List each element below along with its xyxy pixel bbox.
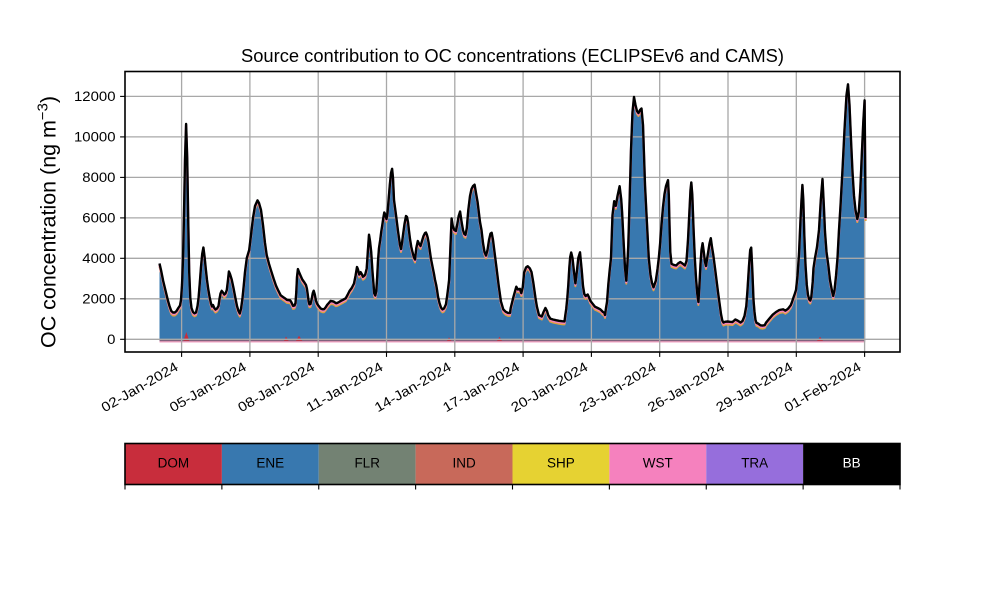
svg-text:IND: IND xyxy=(452,455,476,470)
svg-text:OC concentration (ng m−3): OC concentration (ng m−3) xyxy=(36,96,61,348)
svg-text:ENE: ENE xyxy=(256,455,284,470)
svg-text:BB: BB xyxy=(843,455,861,470)
svg-text:SHP: SHP xyxy=(547,455,575,470)
svg-text:10000: 10000 xyxy=(74,130,116,145)
svg-text:WST: WST xyxy=(643,455,673,470)
svg-text:DOM: DOM xyxy=(158,455,190,470)
svg-text:6000: 6000 xyxy=(82,211,115,226)
svg-text:4000: 4000 xyxy=(82,251,115,266)
svg-text:FLR: FLR xyxy=(354,455,380,470)
svg-text:Source contribution to OC conc: Source contribution to OC concentrations… xyxy=(241,46,784,66)
svg-text:0: 0 xyxy=(107,332,115,347)
svg-text:TRA: TRA xyxy=(741,455,768,470)
svg-text:2000: 2000 xyxy=(82,292,115,307)
svg-text:8000: 8000 xyxy=(82,170,115,185)
svg-text:12000: 12000 xyxy=(74,89,116,104)
